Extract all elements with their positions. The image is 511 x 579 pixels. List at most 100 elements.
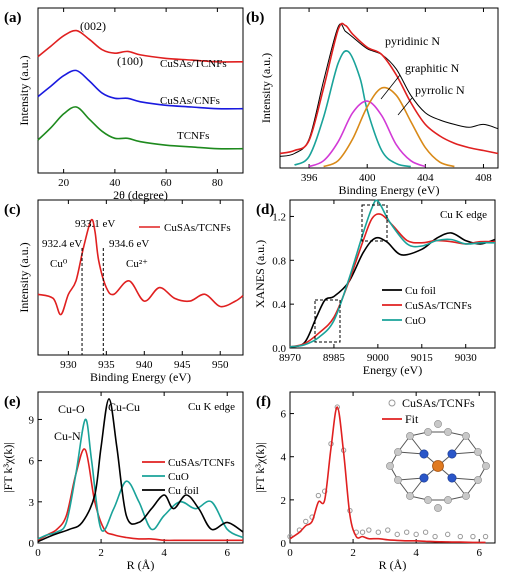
- nitrogen-atom: [419, 473, 429, 483]
- annotation-cu0: Cu⁰: [50, 258, 68, 270]
- y-axis-label: |FT k³χ(k)|: [1, 442, 15, 493]
- legend-entry: CuSAs/TCNFs: [405, 300, 472, 312]
- y-axis-label: Intensity (a.u.): [17, 55, 31, 125]
- series-line-fit: [279, 22, 499, 155]
- x-tick-label: 950: [212, 359, 229, 371]
- legend-cusas-cnfs: CuSAs/CNFs: [160, 95, 220, 107]
- data-point: [385, 527, 391, 533]
- zoom-box-preedge: [314, 299, 341, 343]
- carbon-atom: [462, 492, 470, 500]
- carbon-atom: [424, 496, 432, 504]
- y-tick-label: 0.0: [272, 343, 286, 355]
- data-point: [303, 518, 309, 525]
- legend-marker: [388, 399, 396, 407]
- data-point: [315, 492, 322, 499]
- x-tick-label: 4: [161, 547, 167, 559]
- x-tick-label: 20: [58, 177, 70, 189]
- panel-d: (d) 8970 8985 9000 9015 9030 0.0 0.4 0.8 1.2 Energ…: [253, 199, 496, 377]
- panel-label: (f): [256, 394, 271, 410]
- y-tick-label: 6: [29, 456, 35, 468]
- panel-c: (c) 930 935 940 945 950 Binding Energy (eV) Int…: [4, 199, 244, 384]
- annotation-cu-cu: Cu-Cu: [108, 400, 140, 414]
- series-line-cu-foil: [289, 232, 496, 348]
- carbon-atom: [424, 428, 432, 436]
- data-point: [422, 529, 429, 535]
- x-axis-label: R (Å): [127, 558, 155, 572]
- carbon-atom: [394, 476, 402, 484]
- carbon-atom: [482, 462, 490, 470]
- y-tick-label: 0: [281, 538, 287, 550]
- panel-label: (b): [246, 10, 264, 26]
- chart-title: Cu K edge: [188, 401, 235, 413]
- carbon-atom: [434, 504, 442, 512]
- y-axis-label: Intensity (a.u.): [259, 53, 273, 123]
- x-tick-label: 396: [301, 172, 318, 184]
- panel-label: (e): [4, 394, 21, 410]
- x-tick-label: 6: [224, 547, 230, 559]
- data-point: [413, 531, 419, 538]
- x-tick-label: 9015: [411, 352, 434, 364]
- y-axis-label: Intensity (a.u.): [17, 242, 31, 312]
- annotation-933-1: 933.1 eV: [75, 218, 115, 230]
- series-line-tcnfs: [37, 106, 244, 150]
- plot-frame: [289, 199, 496, 349]
- legend-entry: Cu foil: [168, 485, 199, 497]
- data-point: [334, 404, 341, 410]
- carbon-atom: [434, 420, 442, 428]
- data-point: [432, 533, 438, 540]
- legend-cusas-tcnfs: CuSAs/TCNFs: [164, 222, 231, 234]
- legend-fit: Fit: [405, 412, 419, 426]
- carbon-atom: [444, 496, 452, 504]
- annotation-002: (002): [80, 19, 106, 33]
- label-graphitic-n: graphitic N: [405, 61, 460, 75]
- carbon-atom: [394, 448, 402, 456]
- x-tick-label: 80: [212, 177, 224, 189]
- series-line-cusas-cnfs: [37, 69, 244, 110]
- x-tick-label: 400: [359, 172, 376, 184]
- y-tick-label: 0.4: [272, 299, 286, 311]
- legend-tcnfs: TCNFs: [177, 130, 209, 142]
- plot-frame: [37, 391, 244, 544]
- annotation-cu2: Cu²⁺: [126, 258, 148, 270]
- legend-entry: Cu foil: [405, 285, 436, 297]
- data-point: [366, 527, 372, 533]
- series-line-pyridinic-n: [294, 50, 411, 168]
- panel-a: (a) 20 40 60 80 2θ (degree) Intensity (a.u.) (0…: [4, 7, 244, 202]
- panel-label: (d): [256, 202, 274, 218]
- x-axis-label: Binding Energy (eV): [90, 370, 191, 384]
- x-tick-label: 945: [174, 359, 191, 371]
- nitrogen-atom: [447, 449, 457, 459]
- data-point: [457, 533, 464, 540]
- x-tick-label: 4: [413, 547, 419, 559]
- panel-label: (c): [4, 202, 21, 218]
- x-tick-label: 2: [350, 547, 356, 559]
- x-tick-label: 2: [98, 547, 104, 559]
- y-tick-label: 0: [29, 538, 35, 550]
- series-line-cuo: [289, 199, 496, 348]
- x-tick-label: 40: [109, 177, 121, 189]
- cu-n4-structure-illustration: [386, 420, 490, 512]
- data-point: [444, 531, 451, 538]
- carbon-atom: [474, 448, 482, 456]
- x-tick-label: 0: [287, 547, 293, 559]
- x-axis-label: Binding Energy (eV): [338, 183, 439, 197]
- legend-entry: CuSAs/TCNFs: [168, 457, 235, 469]
- annotation-932-4: 932.4 eV: [42, 238, 82, 250]
- legend-entry: CuO: [168, 471, 189, 483]
- x-tick-label: 6: [476, 547, 482, 559]
- x-tick-label: 408: [475, 172, 492, 184]
- x-tick-label: 0: [35, 547, 41, 559]
- chart-title: Cu K edge: [440, 209, 487, 221]
- annotation-934-6: 934.6 eV: [109, 238, 149, 250]
- annotation-cu-n: Cu-N: [54, 429, 81, 443]
- carbon-atom: [406, 492, 414, 500]
- series-line-cusas-tcnfs: [37, 218, 244, 316]
- series-line-cusas-tcnfs: [37, 29, 244, 63]
- nitrogen-atom: [419, 449, 429, 459]
- series-line-cusas-tcnfs: [289, 213, 496, 348]
- x-tick-label: 8970: [279, 352, 302, 364]
- plot-frame: [289, 391, 496, 544]
- legend-entry: CuO: [405, 315, 426, 327]
- annotation-cu-o: Cu-O: [58, 402, 85, 416]
